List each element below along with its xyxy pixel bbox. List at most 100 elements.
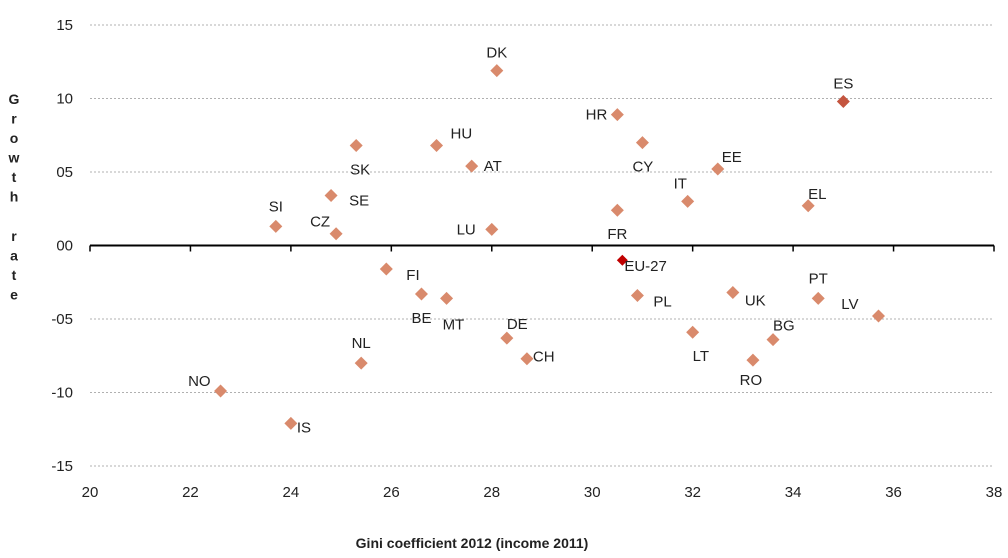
data-point-cz: CZ [310,214,343,241]
x-tick-label: 20 [82,484,99,501]
point-label: EL [808,186,826,203]
data-point-pt: PT [809,270,828,305]
data-points: DK ES HR CY SK HU AT EE SE IT EL FR SI LU CZ EU-27 FI BE M… [188,45,885,436]
data-point-mt: MT [440,291,465,333]
y-axis-label-letter: G [9,91,20,107]
x-axis-label: Gini coefficient 2012 (income 2011) [356,535,589,551]
y-axis-label-letter: e [10,287,18,303]
point-marker [379,262,393,276]
y-tick-label: 15 [56,17,73,34]
point-label: UK [745,293,766,310]
y-axis-label-letter: t [12,267,17,283]
data-point-lv: LV [841,296,885,323]
point-marker [726,286,740,300]
point-label: SE [349,193,369,210]
data-point-se: SE [324,189,369,210]
point-label: SK [350,162,370,179]
point-marker [746,353,760,367]
y-tick-label: -15 [51,458,73,475]
x-tick-label: 32 [684,484,701,501]
point-label: AT [484,158,502,175]
data-point-uk: UK [726,286,766,310]
point-label: NO [188,373,211,390]
point-marker [465,159,479,173]
point-marker [324,189,338,203]
data-point-lu: LU [457,221,499,238]
x-axis: 20 22 24 26 28 30 32 34 36 38 [82,244,1003,501]
data-point-si: SI [269,198,283,233]
x-tick-label: 28 [483,484,500,501]
data-point-no: NO [188,373,228,398]
point-label: LV [841,296,858,313]
point-label: FI [406,267,419,284]
point-marker [711,162,725,176]
point-label: DK [486,45,507,62]
point-marker [635,136,649,150]
x-tick-label: 34 [785,484,802,501]
data-point-be: BE [411,287,431,327]
point-marker [214,384,228,398]
data-point-lt: LT [686,325,709,365]
point-label: BE [411,310,431,327]
data-point-es: ES [833,75,853,108]
data-point-hu: HU [430,126,472,153]
y-axis-label-letter: h [10,189,19,205]
point-marker [284,416,298,430]
point-marker [871,309,885,323]
x-tick-label: 38 [986,484,1003,501]
y-tick-label: 10 [56,91,73,108]
point-marker [520,352,534,366]
point-label: HR [586,107,608,124]
data-point-nl: NL [352,335,371,370]
data-point-fi: FI [379,262,420,284]
point-marker [766,333,780,347]
point-marker [686,325,700,339]
y-axis-label-letter: a [10,248,18,264]
point-marker [681,194,695,208]
point-marker [610,108,624,122]
point-marker [430,139,444,153]
data-point-de: DE [500,316,528,345]
point-label: IT [674,175,687,192]
point-label: EU-27 [624,258,667,275]
data-point-dk: DK [486,45,507,78]
point-marker [801,199,815,213]
y-axis-label-letter: w [8,150,20,166]
data-point-el: EL [801,186,827,213]
x-tick-label: 22 [182,484,199,501]
x-tick-label: 26 [383,484,400,501]
point-marker [610,203,624,217]
y-tick-label: -10 [51,385,73,402]
y-axis-label-letter: t [12,169,17,185]
point-label: MT [443,316,465,333]
y-tick-label: 05 [56,164,73,181]
point-label: PL [653,293,671,310]
point-label: CH [533,349,555,366]
point-label: HU [451,126,473,143]
point-marker [811,291,825,305]
data-point-sk: SK [349,139,370,179]
point-label: NL [352,335,371,352]
data-point-at: AT [465,158,502,175]
y-axis-label-letter: r [11,111,17,127]
data-point-pl: PL [630,288,672,310]
point-label: IS [297,419,311,436]
data-point-ee: EE [711,149,742,176]
x-tick-label: 36 [885,484,902,501]
point-marker [630,288,644,302]
point-marker [490,64,504,78]
point-marker [616,254,628,266]
point-label: DE [507,316,528,333]
y-axis: 15 10 05 00 -05 -10 -15 [51,17,73,475]
point-marker [354,356,368,370]
x-tick-label: 24 [283,484,300,501]
data-point-is: IS [284,416,311,436]
data-point-eu-27: EU-27 [616,254,667,275]
data-point-bg: BG [766,318,795,347]
point-marker [349,139,363,153]
point-marker [500,331,514,345]
point-label: BG [773,318,795,335]
x-tick-label: 30 [584,484,601,501]
